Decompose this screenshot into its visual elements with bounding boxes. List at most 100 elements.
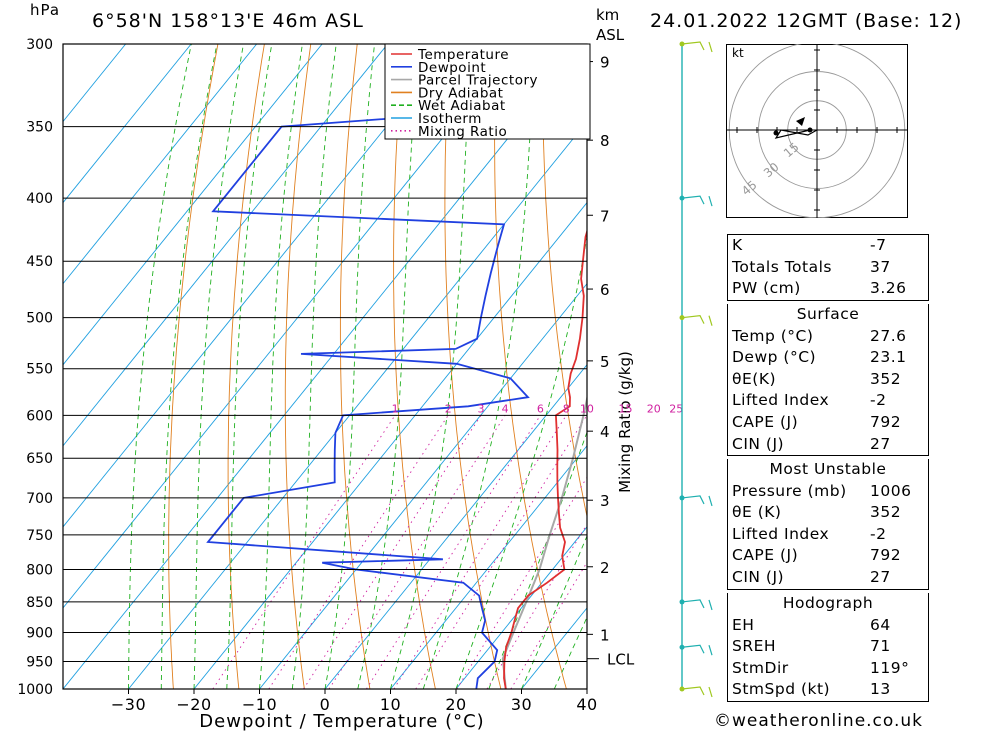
dry-adiabat [961, 44, 1000, 689]
wet-adiabat [259, 44, 303, 689]
x-tick-label: −20 [176, 695, 211, 714]
index-table: K -7 Totals Totals 37 PW (cm) 3.26 [727, 234, 929, 301]
surface-table: Surface Temp (°C) 27.6 Dewp (°C) 23.1 θE(K… [727, 304, 929, 457]
km-unit-label: km [596, 6, 620, 24]
most-unstable-title: Most Unstable [769, 460, 887, 478]
isotherm-line [193, 201, 587, 689]
surface-row: CIN (J) 27 [728, 434, 928, 456]
isotherm-line [455, 526, 587, 689]
isotherm-line [63, 44, 323, 366]
most-unstable-value: -2 [870, 524, 887, 543]
asl-unit-label: ASL [596, 26, 625, 44]
km-tick-label: 8 [600, 132, 610, 150]
wet-adiabat [521, 534, 587, 689]
isotherm-line [63, 44, 192, 204]
hodograph-row: StmDir 119° [728, 658, 928, 680]
hodograph-point [807, 127, 813, 133]
dry-adiabat [393, 44, 436, 689]
pressure-tick-label: 350 [26, 120, 53, 136]
pressure-tick-label: 400 [26, 191, 53, 207]
mixing-ratio-label: 15 [619, 402, 633, 415]
x-tick-label: 20 [445, 695, 466, 714]
surface-row: Lifted Index -2 [728, 390, 928, 412]
wet-adiabat [160, 44, 218, 689]
surface-value: 27 [870, 434, 891, 453]
mixing-ratio-label: 8 [563, 402, 570, 415]
index-label: PW (cm) [732, 279, 801, 298]
wind-barb [681, 644, 713, 656]
wind-barb [681, 495, 713, 507]
x-tick-label: 10 [380, 695, 401, 714]
hodograph-label: SREH [732, 637, 777, 656]
pressure-tick-label: 950 [26, 655, 53, 671]
km-tick-label: 2 [600, 559, 610, 577]
copyright-link[interactable]: ©weatheronline.co.uk [714, 711, 924, 731]
hodograph-value: 71 [870, 637, 891, 656]
isotherm-line [128, 120, 587, 689]
surface-label: Lifted Index [732, 391, 830, 410]
hodograph-label: EH [732, 615, 755, 634]
wind-barb-flag [708, 645, 713, 656]
mixing-ratio-line [303, 415, 482, 689]
mixing-ratio-line [510, 561, 587, 689]
isotherm-line [63, 44, 520, 609]
mixing-ratio-label: 1 [392, 402, 399, 415]
hodograph-table: Hodograph EH 64 SREH 71 StmDir 119° StmSpd … [727, 593, 929, 702]
wet-adiabat [324, 44, 375, 689]
most-unstable-label: CIN (J) [732, 567, 785, 586]
mixing-ratio-label: 6 [537, 402, 544, 415]
mixing-ratio-label: 20 [647, 402, 661, 415]
hodograph-unit-label: kt [732, 46, 744, 60]
wind-barb-flag [708, 599, 713, 611]
x-tick-label: −30 [111, 695, 146, 714]
wet-adiabat [128, 44, 192, 689]
pressure-tick-label: 850 [26, 595, 53, 611]
most-unstable-label: Lifted Index [732, 524, 830, 543]
mixing-ratio-labels: 1 2 3 4 6 8 10 15 20 25 [392, 402, 684, 415]
wet-adiabat [553, 616, 587, 689]
surface-row: CAPE (J) 792 [728, 412, 928, 434]
lcl-label: LCL [607, 651, 635, 669]
hodograph-label: StmDir [732, 658, 789, 677]
wet-adiabat [422, 44, 536, 689]
most-unstable-value: 1006 [870, 481, 912, 500]
index-label: Totals Totals [732, 257, 832, 276]
surface-value: 23.1 [870, 348, 907, 367]
wind-barb [681, 686, 713, 698]
hodograph-value: 13 [870, 680, 891, 699]
wind-barb-staff [681, 195, 705, 205]
most-unstable-label: CAPE (J) [732, 546, 799, 565]
isotherm-line [63, 44, 389, 447]
temperature-trace [503, 44, 587, 689]
index-value: 37 [870, 257, 891, 276]
wind-barb [681, 41, 713, 53]
index-label: K [732, 236, 743, 254]
wind-barb [681, 315, 713, 326]
surface-row: Temp (°C) 27.6 [728, 326, 928, 348]
km-tick-label: 1 [600, 626, 610, 644]
pressure-tick-label: 700 [26, 491, 53, 507]
index-row: PW (cm) 3.26 [728, 278, 928, 300]
hodograph-row: StmSpd (kt) 13 [728, 679, 928, 701]
wet-adiabat [357, 44, 420, 689]
wet-adiabat [226, 44, 273, 689]
km-tick-label: 3 [600, 492, 610, 510]
pressure-tick-label: 900 [26, 626, 53, 642]
surface-row: Dewp (°C) 23.1 [728, 347, 928, 369]
km-tick-label: 9 [600, 54, 610, 72]
surface-label: Temp (°C) [732, 326, 814, 345]
hodograph-value: 119° [870, 658, 910, 677]
x-tick-label: −10 [242, 695, 277, 714]
isotherm-line [63, 44, 258, 285]
index-value: -7 [870, 236, 887, 254]
pressure-tick-label: 450 [26, 254, 53, 270]
mixing-ratio-line [366, 415, 541, 689]
surface-row: θE(K) 352 [728, 369, 928, 391]
wind-barb-staff [681, 41, 705, 51]
isotherm-line [259, 282, 587, 689]
hodograph-label: StmSpd (kt) [732, 680, 831, 699]
mixing-ratio-line [456, 476, 587, 689]
wind-barb-staff [681, 599, 705, 609]
mixing-ratio-label: 25 [669, 402, 683, 415]
wind-barb-flag [708, 315, 713, 326]
